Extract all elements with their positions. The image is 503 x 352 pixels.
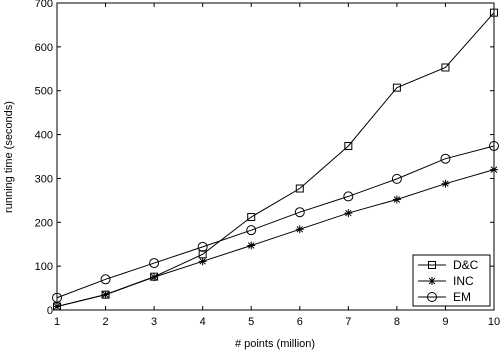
y-tick-label: 700 (35, 0, 53, 10)
data-point-inc (101, 290, 110, 299)
data-point-inc (441, 179, 450, 188)
legend-item-em: EM (418, 290, 471, 304)
y-tick-label: 0 (47, 305, 53, 317)
data-point-em (343, 191, 354, 202)
series-em (52, 140, 499, 303)
data-point-inc (150, 273, 159, 282)
x-tick-label: 6 (297, 316, 303, 328)
data-point-em (149, 258, 160, 269)
data-point-em (52, 292, 62, 303)
x-tick-label: 2 (102, 316, 108, 328)
data-point-em (197, 241, 208, 252)
x-tick-label: 4 (200, 316, 206, 328)
data-point-d-c (490, 8, 498, 17)
data-point-d-c (247, 213, 256, 222)
legend-item-inc: INC (418, 274, 474, 288)
x-tick-label: 5 (248, 316, 254, 328)
x-axis-label: # points (million) (235, 338, 315, 350)
y-tick-label: 300 (35, 173, 53, 185)
x-tick-label: 8 (394, 316, 400, 328)
data-point-inc (490, 165, 498, 174)
legend-item-d-c: D&C (418, 258, 479, 272)
legend: D&C INC EM (412, 254, 491, 307)
series-line-em (56, 145, 495, 299)
x-tick-label: 1 (54, 316, 60, 328)
data-point-d-c (392, 83, 401, 92)
plot-area-frame (56, 2, 495, 311)
legend-label-em: EM (453, 290, 471, 304)
x-tick-label: 3 (151, 316, 157, 328)
y-axis-label: running time (seconds) (3, 101, 15, 213)
data-point-inc (247, 241, 256, 250)
data-point-d-c (344, 141, 353, 150)
x-tick-label: 7 (345, 316, 351, 328)
data-point-inc (198, 257, 207, 266)
legend-marker-em (427, 292, 437, 302)
y-tick-label: 500 (35, 86, 53, 98)
legend-marker-d-c (428, 261, 436, 269)
data-point-em (246, 225, 257, 236)
data-point-inc (53, 302, 61, 311)
data-point-em (440, 153, 451, 164)
x-tick-label: 9 (442, 316, 448, 328)
series-inc (53, 165, 498, 311)
data-point-em (391, 173, 402, 184)
x-tick-label: 10 (488, 316, 500, 328)
data-point-inc (392, 195, 401, 204)
y-tick-label: 100 (35, 261, 53, 273)
y-tick-label: 600 (35, 42, 53, 54)
data-point-d-c (295, 184, 304, 193)
data-point-em (294, 207, 305, 218)
series-line-inc (56, 169, 495, 307)
legend-label-d-c: D&C (453, 258, 479, 272)
data-point-em (100, 274, 111, 285)
data-point-inc (344, 209, 353, 218)
data-point-em (489, 140, 499, 151)
y-tick-label: 200 (35, 217, 53, 229)
legend-marker-inc (428, 277, 436, 285)
y-tick-label: 400 (35, 130, 53, 142)
data-point-inc (295, 225, 304, 234)
data-point-d-c (441, 63, 450, 72)
series-layer (52, 8, 499, 311)
legend-label-inc: INC (453, 274, 474, 288)
